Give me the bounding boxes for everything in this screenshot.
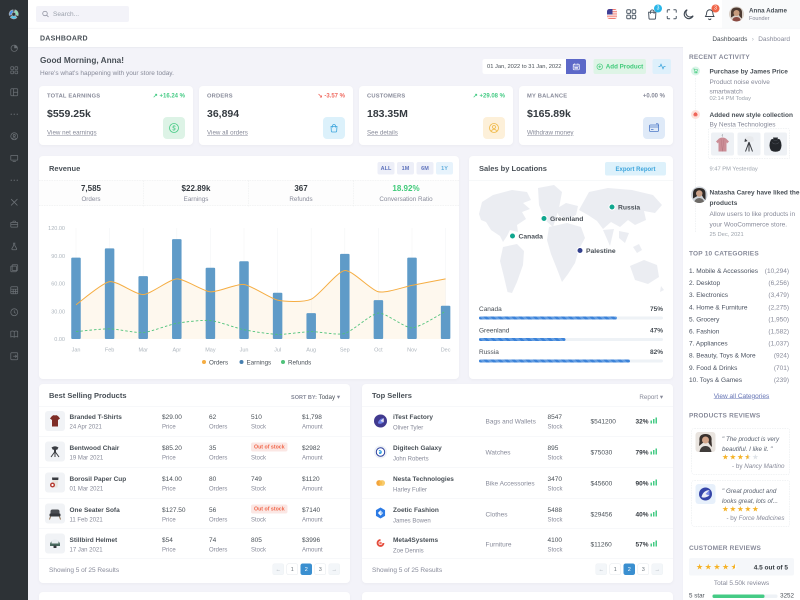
svg-text:90.00: 90.00 — [51, 254, 65, 260]
svg-text:May: May — [205, 348, 216, 354]
svg-text:Refunds: Refunds — [288, 359, 311, 366]
svg-text:Jun: Jun — [240, 348, 249, 354]
svg-text:Feb: Feb — [105, 348, 114, 354]
svg-text:30.00: 30.00 — [51, 309, 65, 315]
svg-text:0.00: 0.00 — [54, 337, 65, 343]
svg-text:Jan: Jan — [72, 348, 81, 354]
svg-text:Orders: Orders — [209, 359, 228, 366]
svg-text:Dec: Dec — [441, 348, 451, 354]
svg-text:Greenland: Greenland — [550, 216, 583, 223]
svg-text:Mar: Mar — [138, 348, 148, 354]
svg-text:Apr: Apr — [173, 348, 182, 354]
svg-text:Jul: Jul — [274, 348, 281, 354]
svg-text:Canada: Canada — [519, 234, 544, 241]
svg-text:Sep: Sep — [340, 348, 350, 354]
svg-text:120.00: 120.00 — [48, 226, 65, 232]
svg-text:Russia: Russia — [618, 205, 640, 212]
svg-text:Palestine: Palestine — [586, 248, 616, 255]
svg-text:Nov: Nov — [407, 348, 417, 354]
svg-text:Oct: Oct — [374, 348, 383, 354]
svg-text:Aug: Aug — [306, 348, 316, 354]
svg-text:Earnings: Earnings — [247, 359, 272, 366]
svg-text:60.00: 60.00 — [51, 282, 65, 288]
